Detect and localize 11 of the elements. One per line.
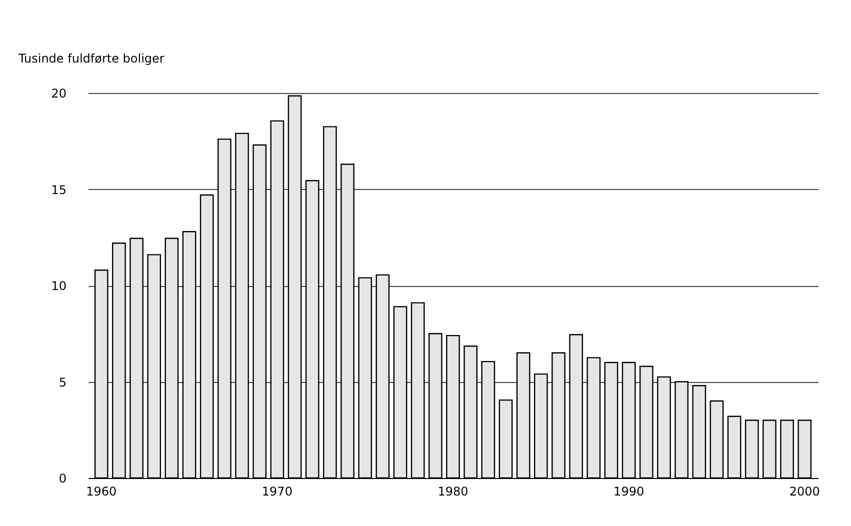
y-tick-label: 20 (51, 86, 66, 100)
x-tick-label: 1970 (262, 484, 292, 498)
y-tick-label: 5 (58, 375, 66, 390)
x-tick-label: 1960 (86, 484, 117, 498)
x-tick-label: 2000 (789, 484, 820, 498)
x-tick-label: 1980 (438, 484, 468, 498)
y-tick-label: 15 (51, 182, 66, 197)
y-tick-label: 0 (58, 472, 66, 486)
x-tick-label: 1990 (614, 484, 644, 498)
y-tick-label: 10 (51, 279, 66, 293)
y-axis-title: Tusinde fuldførte boliger (18, 52, 164, 66)
